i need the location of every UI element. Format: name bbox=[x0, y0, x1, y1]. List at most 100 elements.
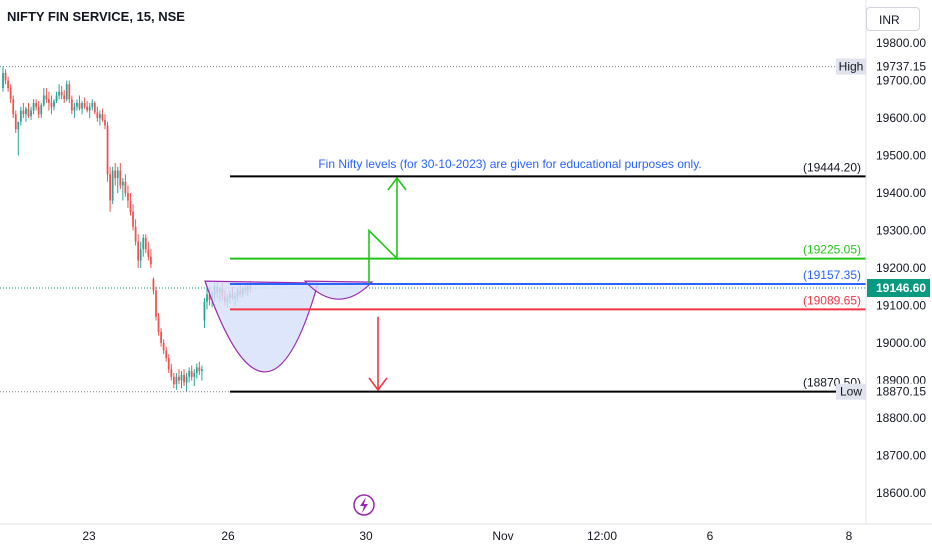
flash-icon bbox=[353, 494, 375, 516]
bullish-arrow bbox=[368, 178, 398, 283]
candle-body bbox=[147, 249, 150, 257]
price-tick-label: 19200.00 bbox=[876, 261, 926, 275]
price-tick-label: 19500.00 bbox=[876, 149, 926, 163]
candle-body bbox=[206, 294, 208, 302]
candle-body bbox=[121, 181, 124, 186]
time-tick-label: 30 bbox=[359, 529, 373, 543]
price-tick-label: 19800.00 bbox=[876, 36, 926, 50]
candle-body bbox=[127, 193, 129, 201]
candle-body bbox=[124, 181, 127, 193]
price-tick-label: 19700.00 bbox=[876, 74, 926, 88]
candle-body bbox=[162, 343, 165, 351]
candle-body bbox=[185, 376, 188, 383]
candle-body bbox=[4, 73, 7, 81]
candle-body bbox=[119, 170, 122, 186]
candle-body bbox=[155, 290, 157, 317]
candle-body bbox=[81, 103, 83, 109]
price-tick-label: 19000.00 bbox=[876, 336, 926, 350]
candle-body bbox=[132, 211, 134, 227]
candle-body bbox=[7, 80, 9, 88]
bearish-arrowhead bbox=[368, 377, 388, 392]
candle-body bbox=[111, 170, 114, 201]
candle-body bbox=[63, 95, 66, 100]
high-value: 19737.15 bbox=[876, 60, 926, 74]
candle-body bbox=[160, 331, 162, 343]
candle-body bbox=[22, 110, 25, 115]
candle-body bbox=[109, 174, 111, 201]
candle-body bbox=[91, 103, 94, 107]
time-tick-label: Nov bbox=[492, 529, 513, 543]
candle-body bbox=[42, 95, 45, 105]
candle-body bbox=[137, 241, 140, 261]
candle-body bbox=[9, 88, 12, 100]
low-value: 18870.15 bbox=[876, 385, 926, 399]
candle-body bbox=[17, 121, 20, 130]
level-label-breakout: (19225.05) bbox=[803, 243, 861, 257]
high-badge-label: High bbox=[839, 60, 864, 74]
candle-body bbox=[60, 91, 63, 96]
time-tick-label: 12:00 bbox=[587, 529, 617, 543]
candle-body bbox=[165, 350, 168, 358]
price-tick-label: 19600.00 bbox=[876, 111, 926, 125]
candle-body bbox=[208, 294, 211, 300]
candle-body bbox=[27, 108, 30, 117]
candle-body bbox=[172, 376, 175, 385]
candle-body bbox=[170, 369, 173, 377]
candle-body bbox=[88, 106, 91, 111]
candle-body bbox=[37, 106, 40, 115]
low-badge-label: Low bbox=[840, 385, 862, 399]
candle-body bbox=[93, 103, 96, 113]
overlays-layer: (19444.20) (19225.05) (19157.35) (19089.65)… bbox=[0, 66, 866, 516]
candle-body bbox=[83, 103, 86, 107]
price-axis[interactable]: 18600.0018700.0018800.0018900.0019000.00… bbox=[836, 0, 930, 524]
time-tick-label: 6 bbox=[707, 529, 714, 543]
candle-body bbox=[65, 84, 68, 100]
candle-body bbox=[101, 114, 104, 120]
candle-body bbox=[32, 103, 35, 111]
high-value-bg bbox=[867, 58, 930, 75]
candle-body bbox=[86, 106, 89, 111]
candle-body bbox=[188, 371, 191, 377]
candle-body bbox=[73, 106, 76, 111]
low-badge bbox=[836, 383, 866, 400]
candle-body bbox=[2, 73, 4, 88]
candle-body bbox=[157, 316, 160, 332]
price-tick-label: 18600.00 bbox=[876, 486, 926, 500]
candle-body bbox=[144, 238, 147, 250]
price-tick-label: 18700.00 bbox=[876, 449, 926, 463]
price-tick-label: 19100.00 bbox=[876, 299, 926, 313]
candle-body bbox=[114, 170, 117, 178]
candle-body bbox=[150, 256, 152, 265]
flash-icon-bolt bbox=[360, 497, 368, 513]
candle-body bbox=[99, 114, 101, 118]
time-tick-label: 23 bbox=[82, 529, 96, 543]
candle-body bbox=[19, 110, 22, 122]
candle-body bbox=[35, 103, 38, 107]
candle-body bbox=[78, 103, 81, 109]
currency-button[interactable]: INR bbox=[866, 7, 920, 31]
candle-body bbox=[152, 279, 155, 291]
candle-body bbox=[12, 99, 15, 115]
price-tick-label: 19400.00 bbox=[876, 186, 926, 200]
candle-body bbox=[40, 104, 43, 115]
candle-body bbox=[25, 108, 27, 115]
candle-body bbox=[134, 226, 137, 242]
symbol-title[interactable]: NIFTY FIN SERVICE, 15, NSE bbox=[7, 9, 185, 24]
candle-body bbox=[183, 374, 185, 383]
candle-body bbox=[50, 103, 53, 107]
candle-body bbox=[70, 99, 73, 111]
time-tick-label: 26 bbox=[221, 529, 235, 543]
candle-body bbox=[14, 114, 17, 130]
candle-body bbox=[48, 99, 50, 103]
price-tick-label: 19300.00 bbox=[876, 224, 926, 238]
time-axis[interactable]: 23 26 30 Nov 12:00 6 8 bbox=[0, 523, 932, 543]
time-tick-label: 8 bbox=[846, 529, 853, 543]
educational-note: Fin Nifty levels (for 30-10-2023) are gi… bbox=[318, 157, 701, 171]
candle-body bbox=[45, 95, 48, 100]
candle-body bbox=[106, 125, 109, 175]
candle-body bbox=[96, 112, 99, 118]
candle-body bbox=[68, 84, 71, 100]
candle-body bbox=[116, 170, 119, 178]
candle-body bbox=[193, 373, 196, 377]
